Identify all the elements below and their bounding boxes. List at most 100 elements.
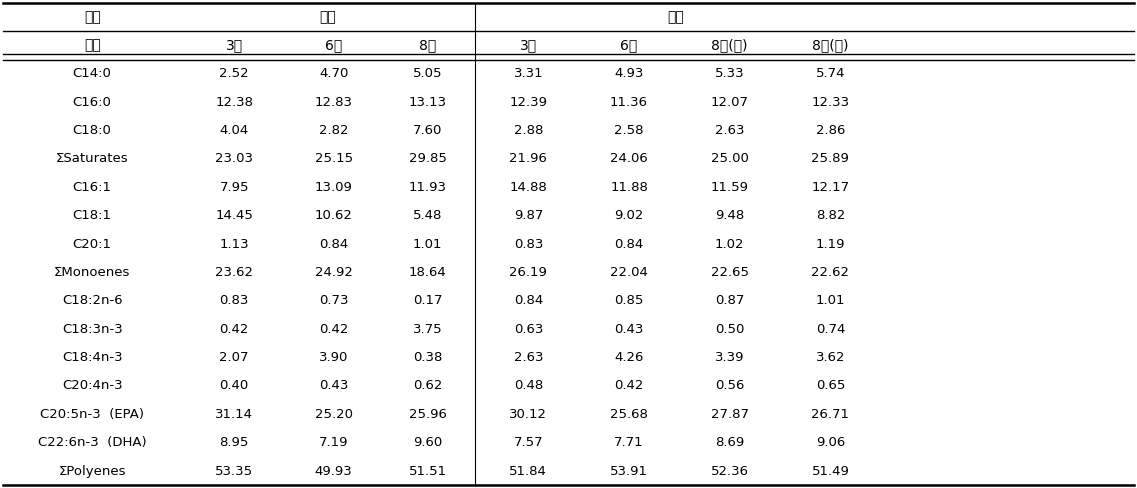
Text: 9.60: 9.60	[413, 436, 442, 449]
Text: 7.95: 7.95	[219, 181, 249, 194]
Text: 0.62: 0.62	[413, 379, 442, 392]
Text: 11.88: 11.88	[611, 181, 648, 194]
Text: 12.33: 12.33	[812, 96, 849, 109]
Text: 25.00: 25.00	[711, 152, 748, 165]
Text: 12.07: 12.07	[711, 96, 749, 109]
Text: 5.74: 5.74	[815, 67, 845, 80]
Text: 2.63: 2.63	[715, 124, 745, 137]
Text: 9.87: 9.87	[514, 209, 543, 222]
Text: 13.13: 13.13	[408, 96, 447, 109]
Text: 1.02: 1.02	[715, 238, 745, 250]
Text: 12.83: 12.83	[315, 96, 352, 109]
Text: 4.26: 4.26	[614, 351, 644, 364]
Text: 8.82: 8.82	[815, 209, 845, 222]
Text: 24.06: 24.06	[611, 152, 648, 165]
Text: 23.62: 23.62	[215, 266, 254, 279]
Text: 8월(대): 8월(대)	[712, 39, 748, 52]
Text: 안산: 안산	[667, 10, 684, 24]
Text: 0.63: 0.63	[514, 323, 543, 336]
Text: 2.82: 2.82	[319, 124, 348, 137]
Text: 2.88: 2.88	[514, 124, 543, 137]
Text: 51.49: 51.49	[812, 465, 849, 478]
Text: 21.96: 21.96	[509, 152, 547, 165]
Text: 9.02: 9.02	[614, 209, 644, 222]
Text: 0.74: 0.74	[815, 323, 845, 336]
Text: 0.42: 0.42	[614, 379, 644, 392]
Text: ΣSaturates: ΣSaturates	[56, 152, 128, 165]
Text: 53.91: 53.91	[611, 465, 648, 478]
Text: ΣPolyenes: ΣPolyenes	[58, 465, 126, 478]
Text: 3.31: 3.31	[514, 67, 543, 80]
Text: C18:4n-3: C18:4n-3	[61, 351, 123, 364]
Text: 8월: 8월	[420, 39, 437, 52]
Text: 13.09: 13.09	[315, 181, 352, 194]
Text: 3월: 3월	[520, 39, 537, 52]
Text: 0.42: 0.42	[319, 323, 348, 336]
Text: 7.57: 7.57	[514, 436, 543, 449]
Text: 9.48: 9.48	[715, 209, 745, 222]
Text: 5.05: 5.05	[413, 67, 442, 80]
Text: 4.93: 4.93	[614, 67, 644, 80]
Text: 23.03: 23.03	[215, 152, 254, 165]
Text: 52.36: 52.36	[711, 465, 749, 478]
Text: 26.19: 26.19	[509, 266, 547, 279]
Text: 2.07: 2.07	[219, 351, 249, 364]
Text: 25.15: 25.15	[315, 152, 352, 165]
Text: 4.70: 4.70	[319, 67, 348, 80]
Text: 14.88: 14.88	[509, 181, 547, 194]
Text: 시기: 시기	[84, 39, 100, 52]
Text: 6월: 6월	[621, 39, 638, 52]
Text: 0.87: 0.87	[715, 294, 745, 307]
Text: 9.06: 9.06	[816, 436, 845, 449]
Text: 0.43: 0.43	[319, 379, 348, 392]
Text: 10.62: 10.62	[315, 209, 352, 222]
Text: 51.51: 51.51	[408, 465, 447, 478]
Text: 11.36: 11.36	[611, 96, 648, 109]
Text: 4.04: 4.04	[219, 124, 249, 137]
Text: C16:1: C16:1	[73, 181, 111, 194]
Text: 8월(중): 8월(중)	[812, 39, 848, 52]
Text: 14.45: 14.45	[215, 209, 254, 222]
Text: 0.17: 0.17	[413, 294, 442, 307]
Text: 3.90: 3.90	[319, 351, 348, 364]
Text: 25.20: 25.20	[315, 408, 352, 421]
Text: 0.40: 0.40	[219, 379, 249, 392]
Text: 1.13: 1.13	[219, 238, 249, 250]
Text: C20:1: C20:1	[73, 238, 111, 250]
Text: 51.84: 51.84	[509, 465, 547, 478]
Text: 25.96: 25.96	[408, 408, 447, 421]
Text: 8.69: 8.69	[715, 436, 745, 449]
Text: 30.12: 30.12	[509, 408, 547, 421]
Text: 2.63: 2.63	[514, 351, 543, 364]
Text: 지역: 지역	[84, 10, 100, 24]
Text: 7.19: 7.19	[319, 436, 348, 449]
Text: 0.84: 0.84	[514, 294, 543, 307]
Text: 0.83: 0.83	[219, 294, 249, 307]
Text: 12.17: 12.17	[812, 181, 849, 194]
Text: 0.48: 0.48	[514, 379, 543, 392]
Text: 보령: 보령	[319, 10, 337, 24]
Text: 0.42: 0.42	[219, 323, 249, 336]
Text: 26.71: 26.71	[812, 408, 849, 421]
Text: 5.33: 5.33	[715, 67, 745, 80]
Text: 0.50: 0.50	[715, 323, 745, 336]
Text: 12.39: 12.39	[509, 96, 547, 109]
Text: C20:4n-3: C20:4n-3	[61, 379, 123, 392]
Text: C18:0: C18:0	[73, 124, 111, 137]
Text: C16:0: C16:0	[73, 96, 111, 109]
Text: C18:2n-6: C18:2n-6	[61, 294, 123, 307]
Text: 11.59: 11.59	[711, 181, 749, 194]
Text: C18:3n-3: C18:3n-3	[61, 323, 123, 336]
Text: 1.01: 1.01	[413, 238, 442, 250]
Text: 3.62: 3.62	[815, 351, 845, 364]
Text: 7.60: 7.60	[413, 124, 442, 137]
Text: 31.14: 31.14	[215, 408, 254, 421]
Text: 2.58: 2.58	[614, 124, 644, 137]
Text: 0.84: 0.84	[319, 238, 348, 250]
Text: 27.87: 27.87	[711, 408, 749, 421]
Text: 22.62: 22.62	[812, 266, 849, 279]
Text: 18.64: 18.64	[409, 266, 447, 279]
Text: 22.04: 22.04	[611, 266, 648, 279]
Text: 25.89: 25.89	[812, 152, 849, 165]
Text: 3월: 3월	[225, 39, 242, 52]
